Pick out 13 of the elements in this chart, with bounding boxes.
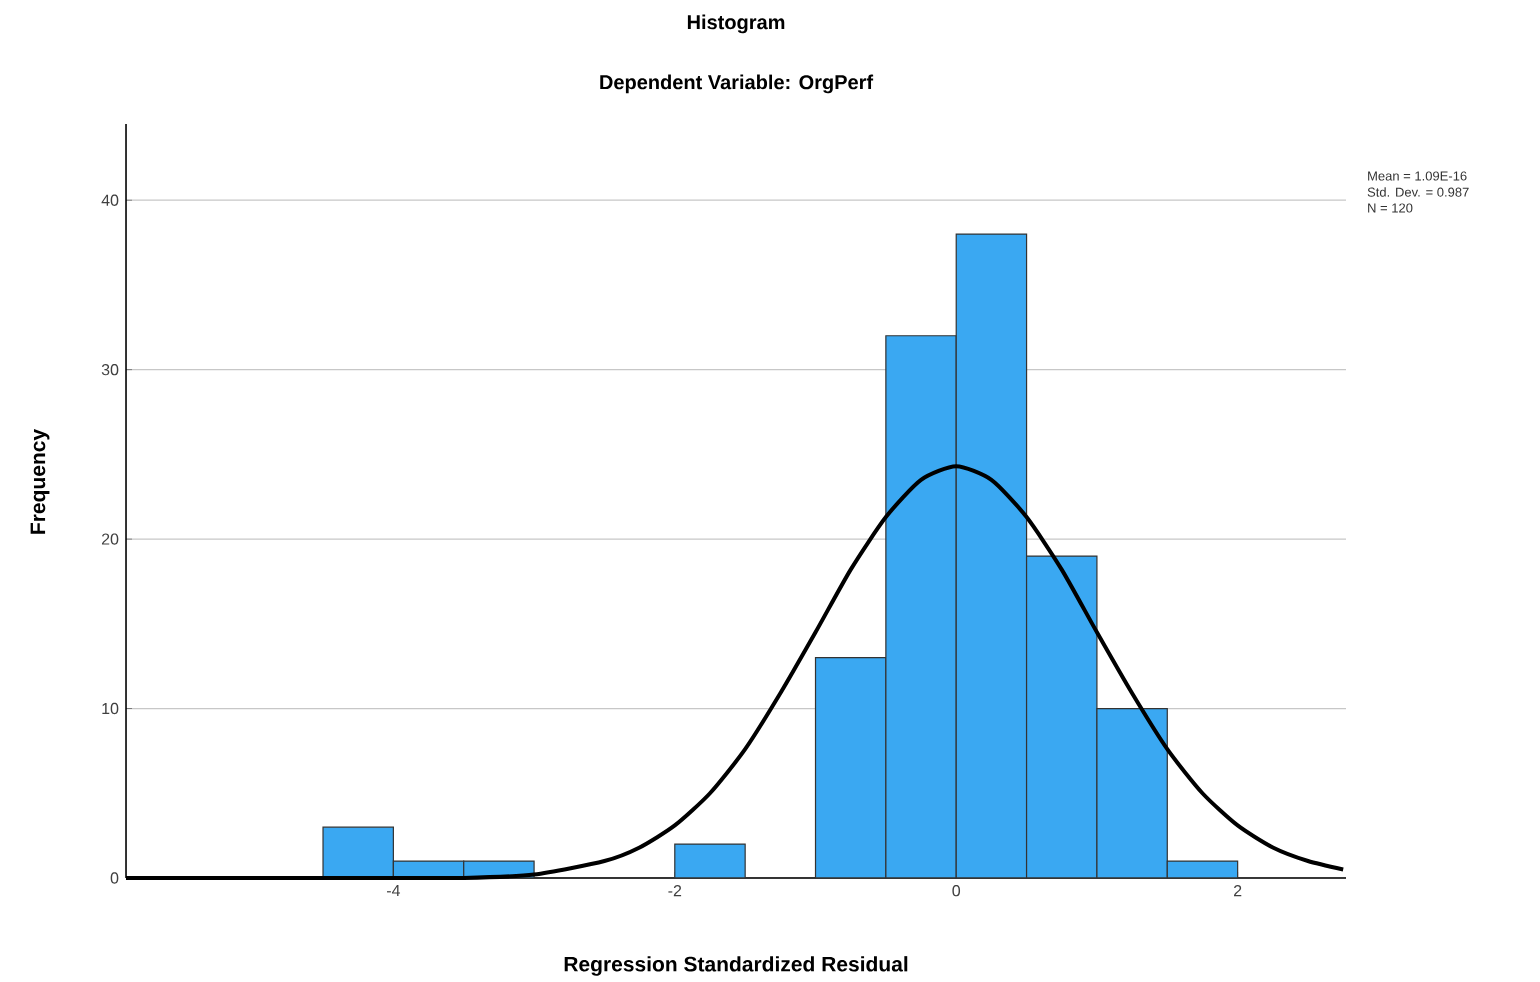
x-tick-label: 0 xyxy=(952,884,961,897)
chart-subtitle: Dependent Variable: OrgPerf xyxy=(600,74,874,94)
y-tick-label: 20 xyxy=(101,533,119,545)
y-tick-label: 10 xyxy=(102,702,119,714)
y-tick-label: 30 xyxy=(101,363,119,376)
x-tick-label: -2 xyxy=(668,884,682,896)
y-tick-label: 0 xyxy=(110,872,119,884)
chart-title: Histogram xyxy=(687,14,785,34)
y-tick-label: 40 xyxy=(101,194,119,206)
x-tick-label: -4 xyxy=(386,884,401,896)
x-tick-label: 2 xyxy=(1234,884,1242,896)
x-axis-title: Regression Standardized Residual xyxy=(564,955,908,976)
y-axis-title: Frequency xyxy=(30,428,50,534)
